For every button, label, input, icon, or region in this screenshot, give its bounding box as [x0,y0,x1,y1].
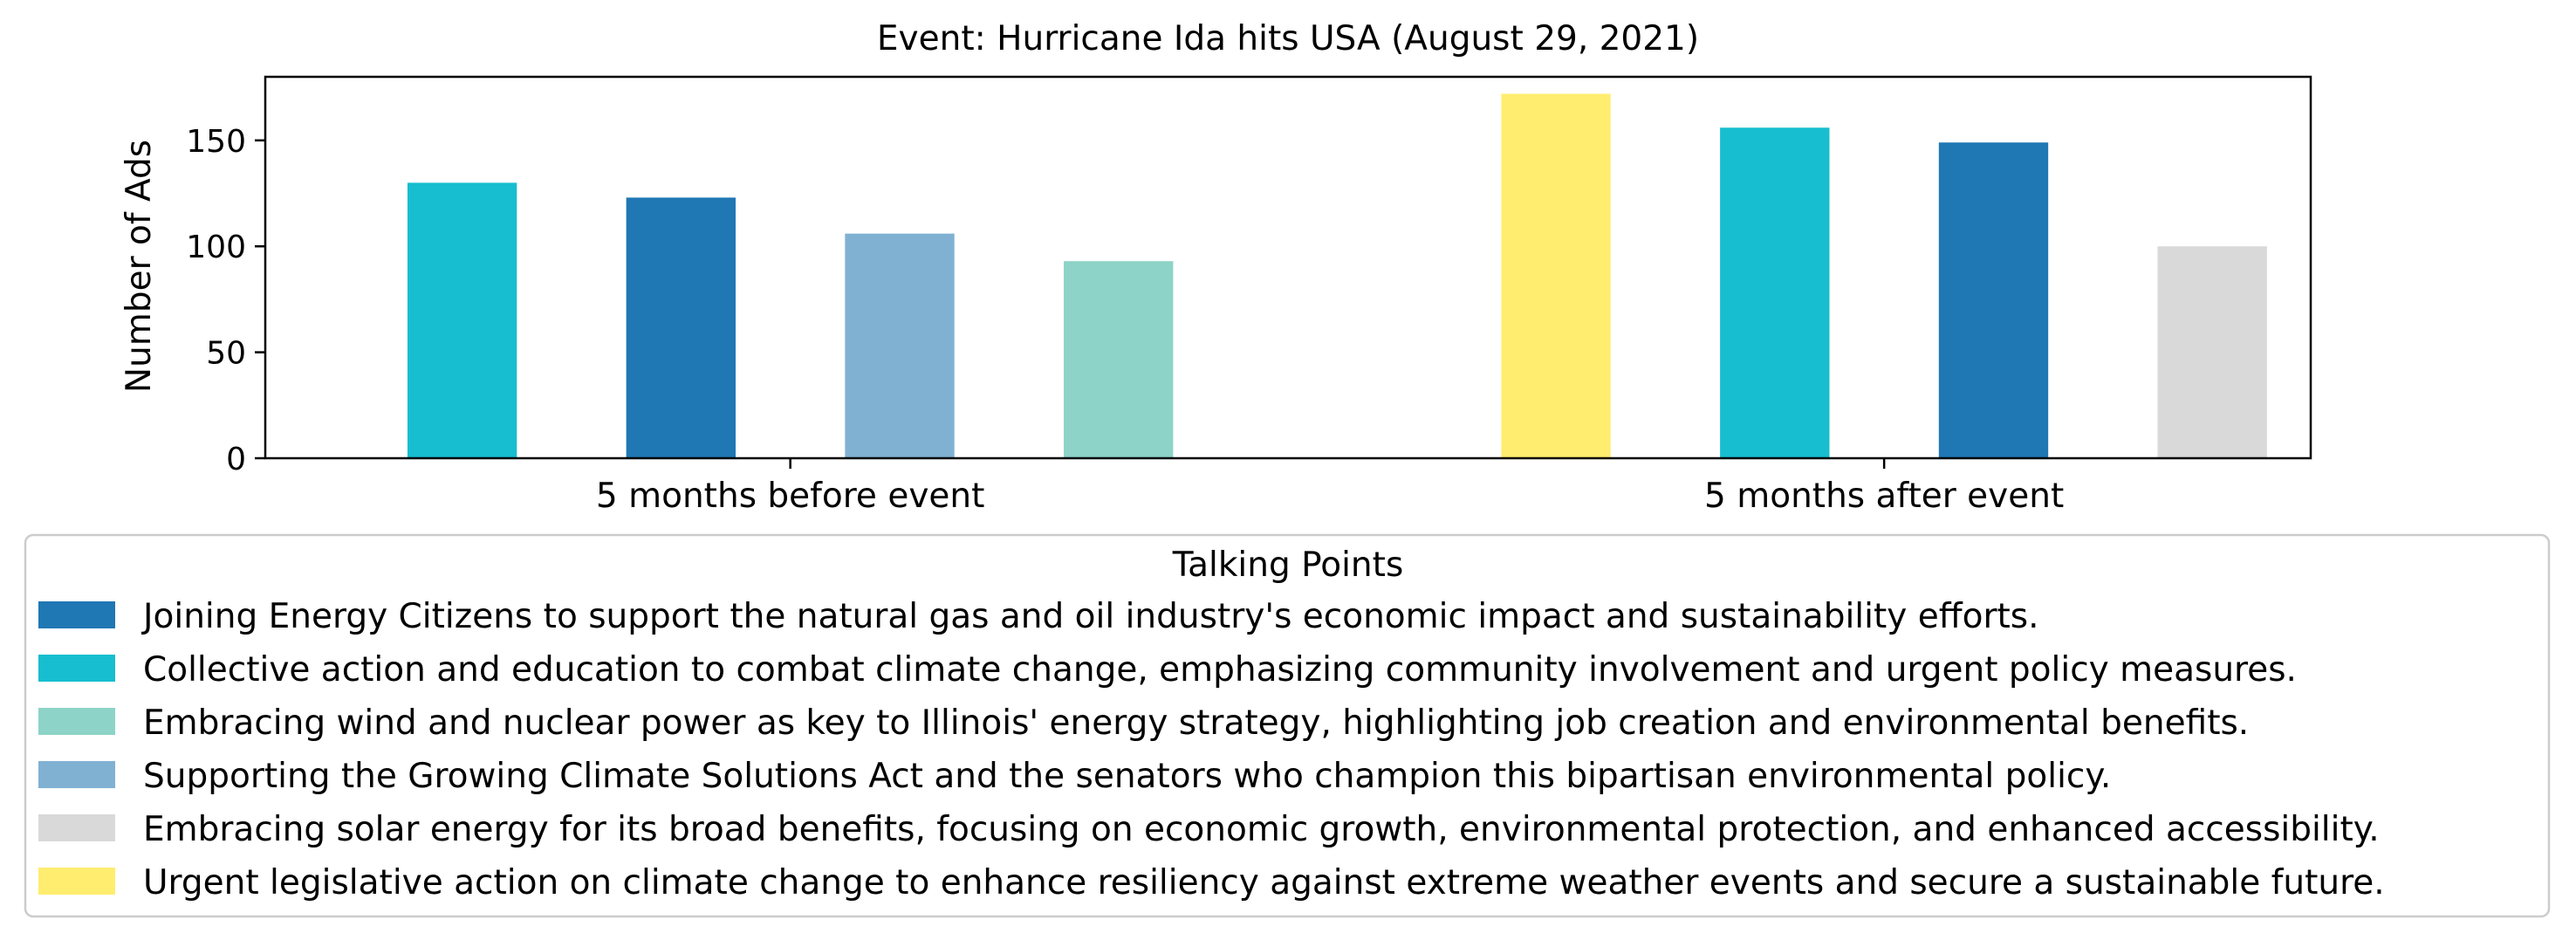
legend-swatch [38,655,115,682]
legend: Talking Points Joining Energy Citizens t… [24,533,2551,918]
bar-before-2 [626,197,736,458]
bar-after-1 [1501,93,1611,458]
bars [407,93,2267,458]
bar-after-2 [1720,127,1830,458]
plot-frame [264,75,2312,460]
x-tick-label: 5 months after event [1704,477,2064,516]
legend-label: Supporting the Growing Climate Solutions… [143,757,2111,796]
y-tick-label: 100 [186,230,246,265]
y-axis: 0 50 100 150 [186,124,265,477]
x-tick-label: 5 months before event [596,477,985,516]
y-axis-label: Number of Ads [120,140,159,393]
y-tick-label: 50 [206,336,246,372]
x-axis: 5 months before event 5 months after even… [596,458,2064,516]
legend-title: Talking Points [1172,546,1404,585]
legend-swatch [38,601,115,628]
legend-items: Joining Energy Citizens to support the n… [38,597,2385,902]
bar-after-3 [1938,142,2049,458]
legend-swatch [38,814,115,841]
bar-before-4 [1064,261,1174,458]
legend-label: Collective action and education to comba… [143,650,2297,690]
y-tick-label: 150 [186,124,246,160]
legend-label: Embracing solar energy for its broad ben… [143,810,2380,849]
chart-title: Event: Hurricane Ida hits USA (August 29… [877,19,1699,58]
bar-before-3 [845,233,955,458]
legend-swatch [38,708,115,735]
legend-label: Urgent legislative action on climate cha… [143,863,2385,902]
bar-before-1 [407,182,517,458]
legend-swatch [38,868,115,895]
legend-swatch [38,761,115,788]
legend-label: Joining Energy Citizens to support the n… [140,597,2039,636]
legend-box [24,533,2551,918]
legend-label: Embracing wind and nuclear power as key … [143,703,2249,743]
bar-after-4 [2157,246,2267,458]
y-tick-label: 0 [226,442,246,477]
